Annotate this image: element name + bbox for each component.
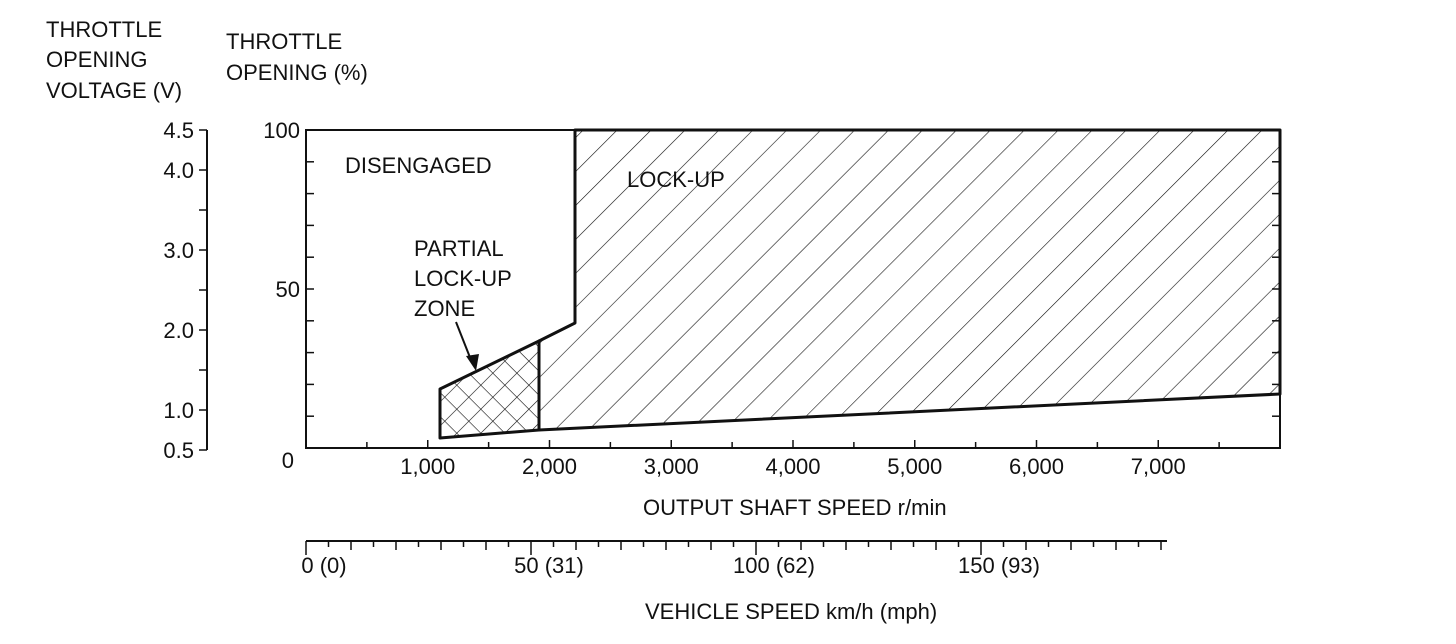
vehicle-speed-tick-label: 50 (31) <box>514 553 584 578</box>
x-tick-label: 6,000 <box>1009 454 1064 479</box>
x-tick-labels: 1,000 2,000 3,000 4,000 5,000 6,000 7,000 <box>400 454 1186 479</box>
partial-lockup-label-line-3: ZONE <box>414 296 475 321</box>
y-right-tick-label: 100 <box>263 118 300 143</box>
y-left-tick-label: 3.0 <box>163 238 194 263</box>
partial-lockup-region <box>438 339 541 440</box>
partial-zone-arrow-head <box>466 354 479 371</box>
y-left-tick-label: 4.5 <box>163 118 194 143</box>
vehicle-speed-axis-label: VEHICLE SPEED km/h (mph) <box>645 599 937 624</box>
x-tick-label: 1,000 <box>400 454 455 479</box>
x-tick-label: 2,000 <box>522 454 577 479</box>
lockup-label: LOCK-UP <box>627 167 725 192</box>
x-tick-label: 3,000 <box>644 454 699 479</box>
vehicle-speed-tick-label: 150 (93) <box>958 553 1040 578</box>
y-left-tick-label: 1.0 <box>163 398 194 423</box>
x-tick-label: 5,000 <box>887 454 942 479</box>
y-left-tick-label: 2.0 <box>163 318 194 343</box>
vehicle-speed-tick-label: 100 (62) <box>733 553 815 578</box>
y-right-tick-label: 50 <box>276 277 300 302</box>
y-left-tick-label: 0.5 <box>163 438 194 463</box>
partial-lockup-label-line-1: PARTIAL <box>414 236 504 261</box>
y-left-axis-label-line-3: VOLTAGE (V) <box>46 78 182 103</box>
vehicle-ticks: 0 (0) 50 (31) 100 (62) 150 (93) <box>301 541 1162 578</box>
y-left-ticks: 4.5 4.0 3.0 2.0 1.0 0.5 <box>163 118 207 463</box>
partial-lockup-label-line-2: LOCK-UP <box>414 266 512 291</box>
x-tick-label: 7,000 <box>1131 454 1186 479</box>
y-right-axis-label-line-2: OPENING (%) <box>226 60 368 85</box>
disengaged-label: DISENGAGED <box>345 153 492 178</box>
partial-zone-arrow-shaft <box>455 321 472 361</box>
x-tick-label: 4,000 <box>765 454 820 479</box>
y-right-axis-label-line-1: THROTTLE <box>226 29 342 54</box>
y-left-tick-label: 4.0 <box>163 158 194 183</box>
y-right-tick-label: 0 <box>282 448 294 473</box>
vehicle-speed-tick-label: 0 (0) <box>301 553 346 578</box>
y-left-axis-label-line-1: THROTTLE <box>46 17 162 42</box>
x-axis-label: OUTPUT SHAFT SPEED r/min <box>643 495 947 520</box>
y-left-axis-label-line-2: OPENING <box>46 47 147 72</box>
